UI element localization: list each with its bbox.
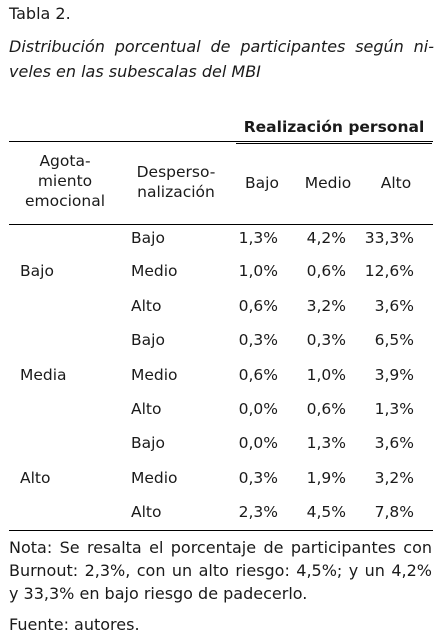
- cell-value: 3,6%: [374, 297, 414, 315]
- cell-value: 0,6%: [238, 297, 278, 315]
- group-label: Bajo: [20, 262, 54, 280]
- row-level: Bajo: [131, 229, 165, 247]
- header-col-bajo: Bajo: [245, 174, 279, 192]
- cell-value: 3,2%: [306, 297, 346, 315]
- row-level: Bajo: [131, 434, 165, 452]
- group-label: Alto: [20, 469, 51, 487]
- cell-value: 3,2%: [374, 469, 414, 487]
- cell-value: 1,3%: [238, 229, 278, 247]
- table-caption: Distribución porcentual de participantes…: [9, 37, 434, 81]
- cell-value: 0,6%: [306, 262, 346, 280]
- row-level: Medio: [131, 262, 178, 280]
- header-despersonalizacion-line-2: nalización: [137, 183, 215, 201]
- row-level: Bajo: [131, 331, 165, 349]
- group-header-rule: [236, 143, 432, 144]
- header-agotamiento-line-2: miento: [37, 172, 93, 190]
- cell-value: 0,0%: [238, 434, 278, 452]
- header-agotamiento-line-3: emocional: [24, 192, 106, 210]
- header-realizacion-personal: Realización personal: [243, 118, 425, 136]
- header-despersonalizacion-line-1: Desperso-: [136, 163, 216, 181]
- cell-value: 6,5%: [374, 331, 414, 349]
- cell-value: 0,3%: [238, 331, 278, 349]
- cell-value: 0,6%: [238, 366, 278, 384]
- row-level: Alto: [131, 400, 162, 418]
- cell-value: 0,0%: [238, 400, 278, 418]
- cell-value: 1,0%: [306, 366, 346, 384]
- cell-value: 2,3%: [238, 503, 278, 521]
- cell-value: 33,3%: [364, 229, 414, 247]
- cell-value: 3,6%: [374, 434, 414, 452]
- header-col-alto: Alto: [380, 174, 412, 192]
- cell-value: 3,9%: [374, 366, 414, 384]
- header-agotamiento-line-1: Agota-: [39, 152, 91, 170]
- header-bottom-rule: [9, 224, 433, 225]
- cell-value: 4,2%: [306, 229, 346, 247]
- cell-value: 0,3%: [306, 331, 346, 349]
- cell-value: 12,6%: [364, 262, 414, 280]
- cell-value: 7,8%: [374, 503, 414, 521]
- table-label: Tabla 2.: [9, 4, 71, 23]
- cell-value: 4,5%: [306, 503, 346, 521]
- group-label: Media: [20, 366, 67, 384]
- row-level: Alto: [131, 503, 162, 521]
- table-source: Fuente: autores.: [9, 615, 140, 634]
- cell-value: 1,0%: [238, 262, 278, 280]
- header-col-medio: Medio: [304, 174, 352, 192]
- header-despersonalizacion: Desperso- nalización: [120, 162, 232, 202]
- cell-value: 1,3%: [306, 434, 346, 452]
- row-level: Medio: [131, 469, 178, 487]
- cell-value: 0,6%: [306, 400, 346, 418]
- bottom-rule: [9, 530, 433, 531]
- table-note: Nota: Se resalta el porcentaje de partic…: [9, 538, 432, 603]
- cell-value: 1,3%: [374, 400, 414, 418]
- cell-value: 0,3%: [238, 469, 278, 487]
- cell-value: 1,9%: [306, 469, 346, 487]
- row-level: Alto: [131, 297, 162, 315]
- top-rule: [9, 141, 433, 142]
- row-level: Medio: [131, 366, 178, 384]
- header-agotamiento-emocional: Agota- miento emocional: [12, 151, 118, 211]
